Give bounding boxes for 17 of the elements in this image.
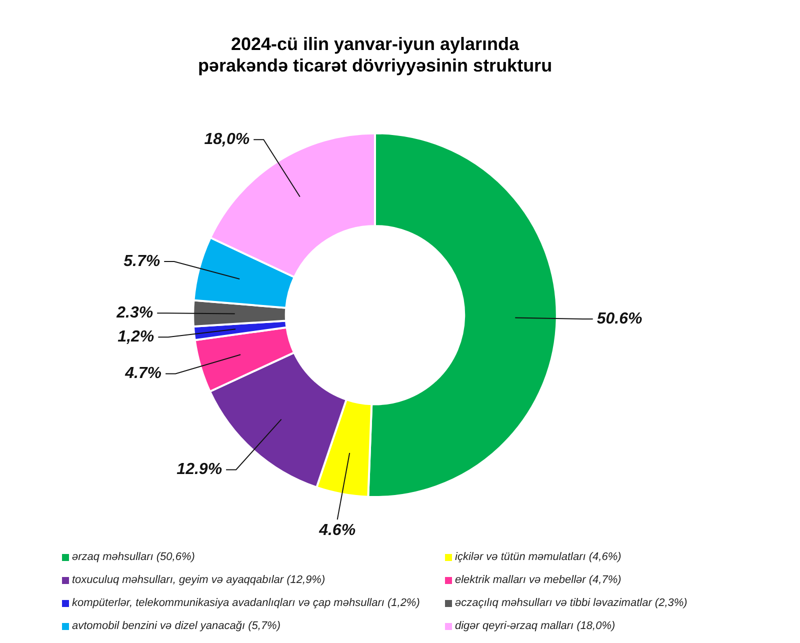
chart-title: 2024-cü ilin yanvar-iyun aylarında pərakəndə ticarət dövriyyəsinin strukturu [198,34,552,76]
data-label: 18,0% [204,130,250,148]
legend-label: içkilər və tütün məmulatları (4,6%) [455,551,622,563]
legend-label: digər qeyri-ərzaq malları (18,0%) [455,620,616,632]
data-label: 2.3% [116,304,154,322]
data-label: 5.7% [124,252,160,270]
data-label: 50.6% [596,310,642,328]
legend-label: avtomobil benzini və dizel yanacağı (5,7%) [72,620,281,632]
legend-label: əczaçılıq məhsulları və tibbi ləvazimatlar (2,3%) [455,597,688,609]
legend-label: toxuculuq məhsulları, geyim və ayaqqabılar (12,9%) [72,574,326,586]
data-label: 12.9% [176,461,222,478]
legend-label: elektrik malları və mebellər (4,7%) [455,574,622,586]
data-label: 4.6% [318,522,356,539]
data-label: 1,2% [118,328,154,346]
data-label: 4.7% [124,365,162,382]
legend-label: kompüterlər, telekommunikasiya avadanlıqları və çap məhsulları (1,2%) [72,597,420,609]
legend-label: ərzaq məhsulları (50,6%) [72,551,195,563]
